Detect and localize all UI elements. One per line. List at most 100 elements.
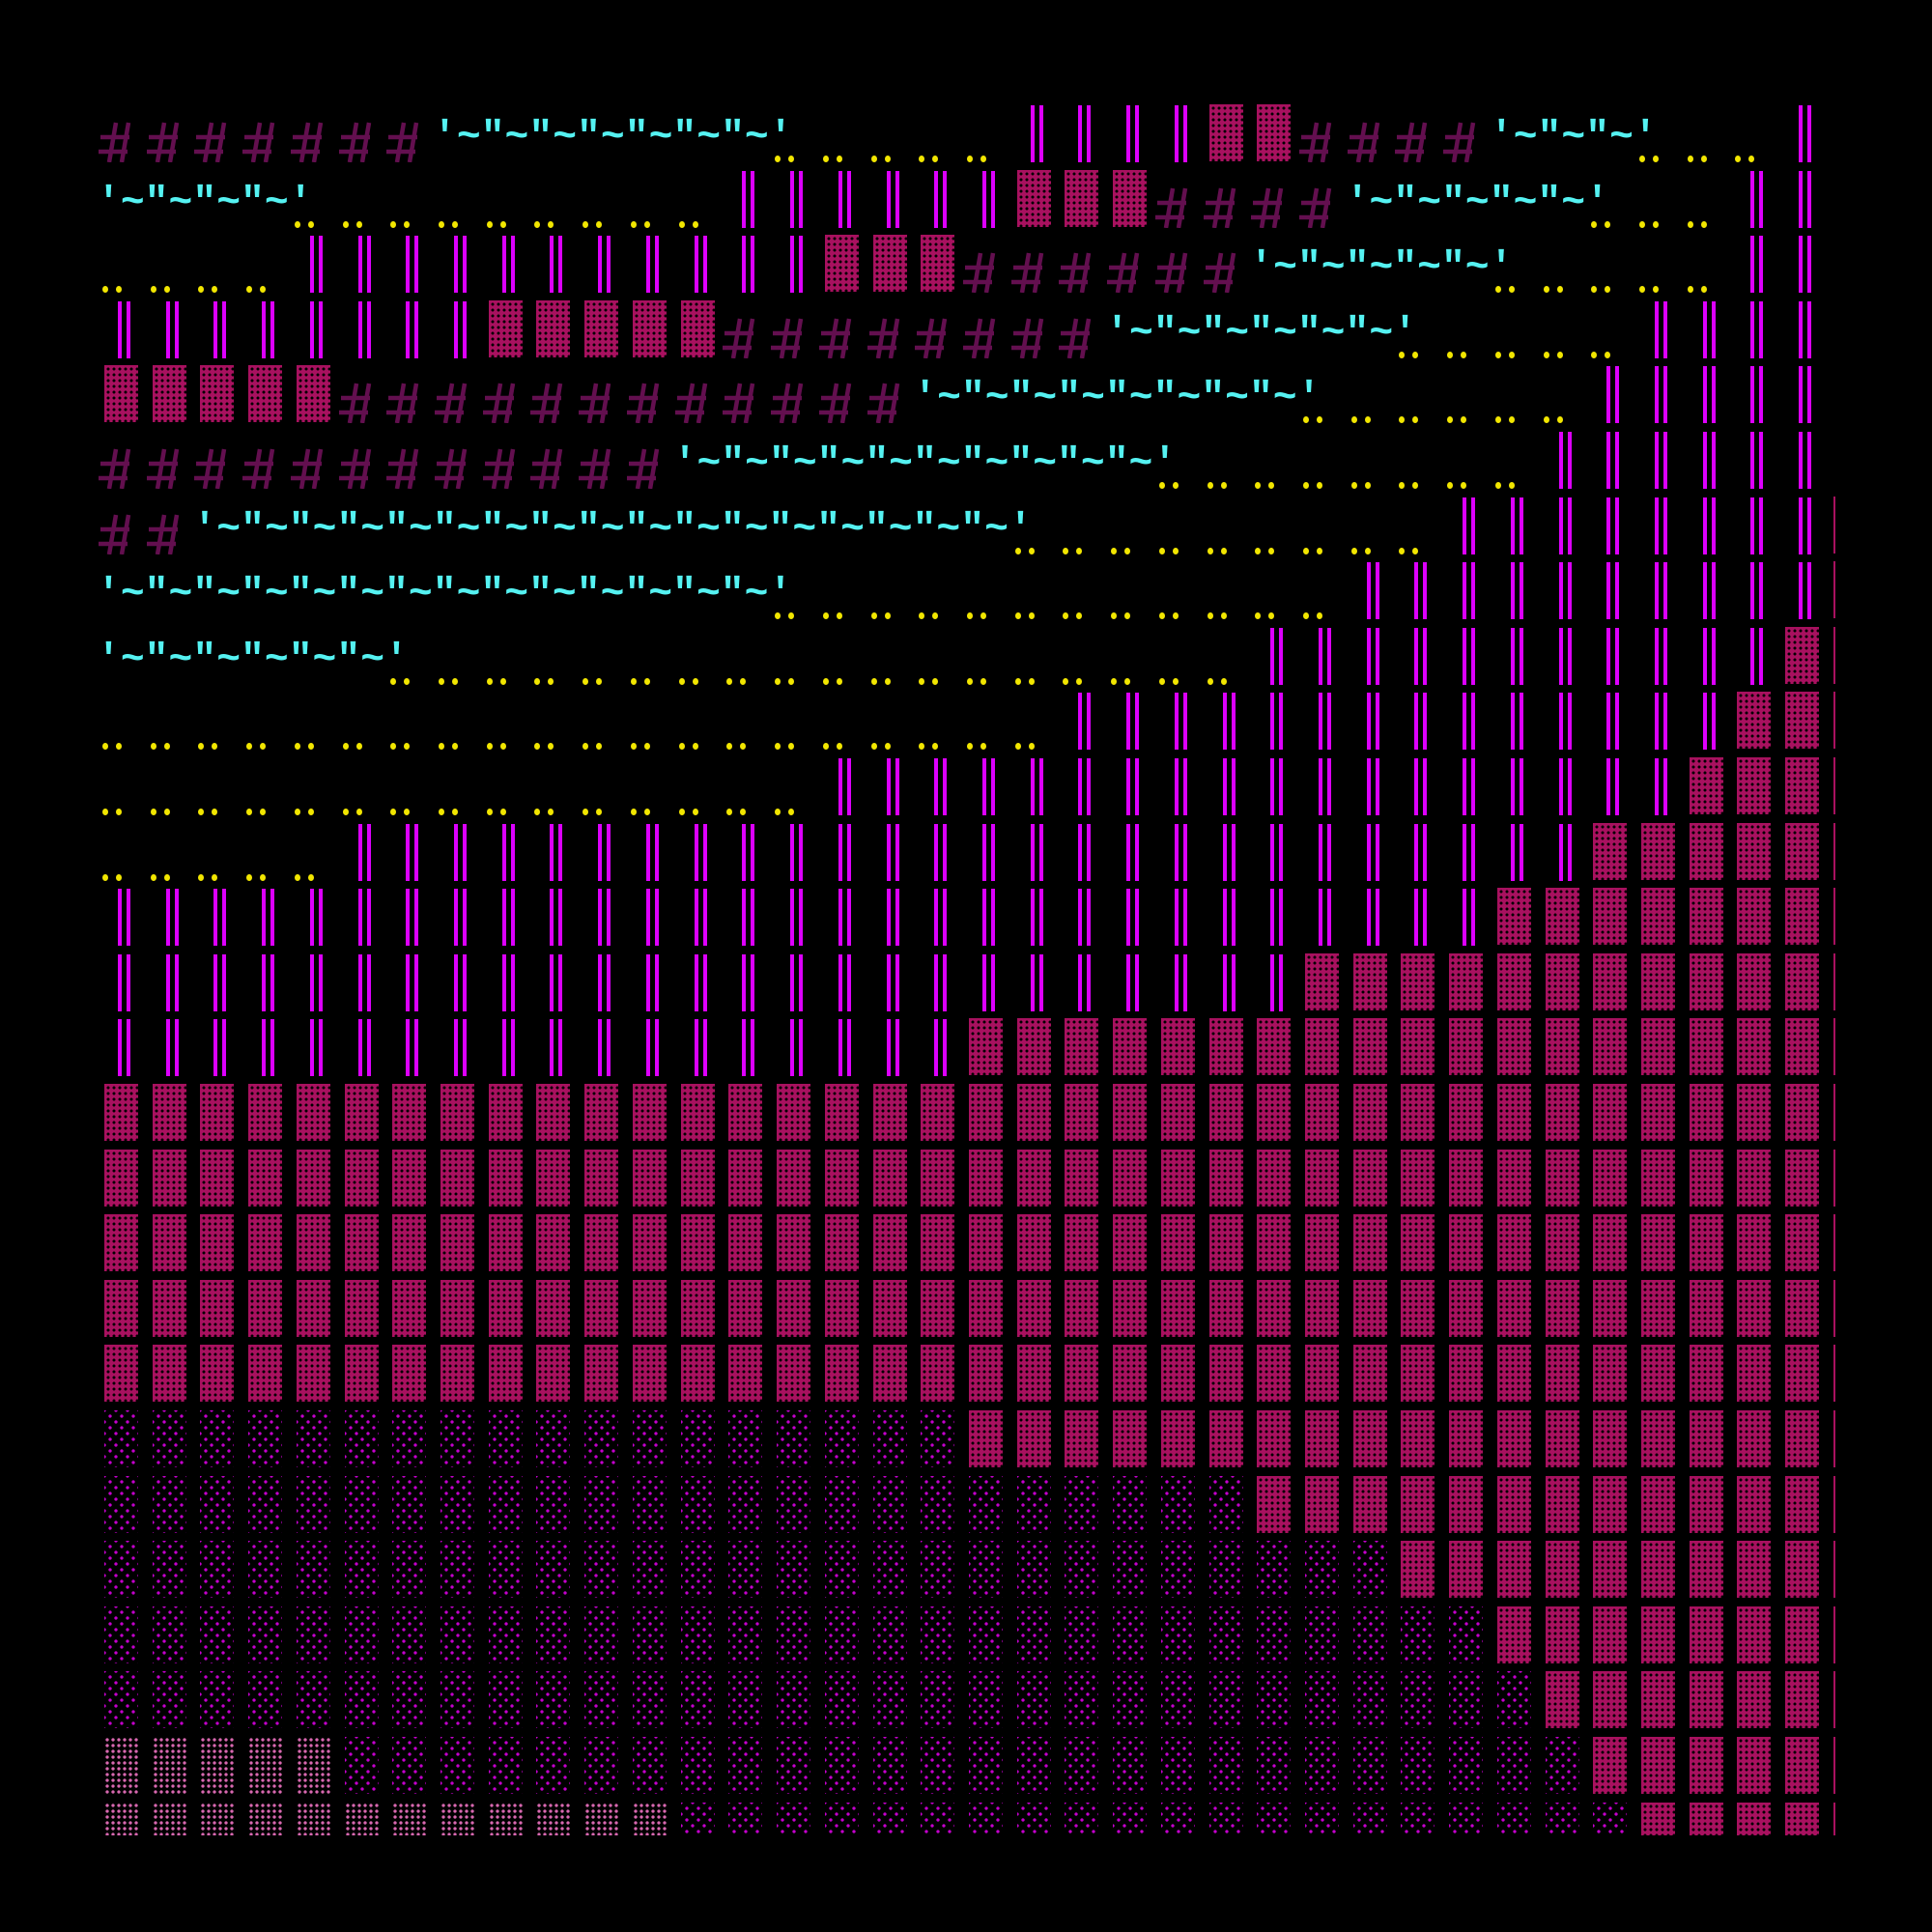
light-shade-block xyxy=(1009,1599,1058,1664)
shade-fill xyxy=(872,1737,907,1794)
bar-stroke xyxy=(1222,823,1227,881)
dot xyxy=(1303,547,1309,554)
dark-shade-block xyxy=(1826,815,1835,881)
shade-fill xyxy=(1065,1214,1099,1272)
bar-stroke xyxy=(1615,497,1620,554)
dot xyxy=(582,809,589,815)
shade-fill xyxy=(872,235,907,293)
double-bar-glyph xyxy=(769,946,817,1011)
shade-fill xyxy=(1113,1541,1148,1599)
dot xyxy=(692,677,698,685)
dot xyxy=(966,156,973,162)
bar-stroke xyxy=(607,823,611,881)
shade-fill xyxy=(200,1737,235,1794)
dot xyxy=(1748,156,1755,162)
hash-stroke xyxy=(408,122,419,162)
hash-stroke xyxy=(215,122,227,162)
shade-fill xyxy=(1785,1605,1820,1663)
hash-icon xyxy=(818,384,852,424)
hash-stroke xyxy=(1211,187,1223,228)
light-shade-block xyxy=(241,1468,289,1534)
shade-fill xyxy=(872,1084,907,1141)
dots-glyph xyxy=(481,162,529,228)
dot xyxy=(1700,220,1707,228)
shade-fill xyxy=(1833,692,1835,750)
bar-stroke xyxy=(1087,953,1092,1011)
bar-stroke xyxy=(1655,758,1660,815)
dot xyxy=(212,873,218,881)
bar-stroke xyxy=(309,300,314,358)
light-shade-block xyxy=(528,1468,577,1534)
dot xyxy=(1350,547,1357,554)
hash-icon xyxy=(723,318,755,358)
bar-stroke xyxy=(1135,105,1140,162)
double-bar-glyph xyxy=(1585,750,1634,815)
dot xyxy=(246,873,253,881)
dots-glyph xyxy=(1538,357,1586,424)
shade-fill xyxy=(1496,1018,1531,1076)
hash-glyph xyxy=(769,293,817,358)
dot xyxy=(1076,612,1083,620)
light-shade-block xyxy=(866,1795,914,1835)
shade-fill xyxy=(1305,1737,1339,1794)
shade-fill xyxy=(1305,1802,1339,1835)
dot xyxy=(260,809,267,815)
bar-stroke xyxy=(1750,366,1755,424)
double-bar-glyph xyxy=(145,880,193,947)
shade-fill xyxy=(1208,1737,1243,1794)
hash-stroke xyxy=(106,122,119,162)
shade-fill xyxy=(1641,952,1676,1010)
double-bar-glyph xyxy=(1202,750,1250,815)
shade-fill xyxy=(1449,1605,1484,1663)
hash-stroke xyxy=(1080,252,1092,294)
shade-fill xyxy=(1113,1737,1148,1794)
double-bar-glyph xyxy=(241,946,289,1011)
hash-icon xyxy=(338,384,371,424)
dark-shade-block xyxy=(1826,1272,1835,1338)
hash-icon xyxy=(962,252,996,294)
dots-glyph xyxy=(769,554,817,620)
hash-stroke xyxy=(442,448,455,489)
bar-stroke xyxy=(1567,562,1572,620)
bar-stroke xyxy=(366,823,371,881)
bar-stroke xyxy=(846,170,851,228)
dot xyxy=(307,809,314,815)
dot xyxy=(678,743,685,751)
shade-fill xyxy=(1305,1149,1339,1207)
light-shade-block xyxy=(625,1533,673,1599)
dot xyxy=(1653,156,1660,162)
double-bar-glyph xyxy=(866,162,914,228)
dot xyxy=(1687,286,1693,294)
double-bar-glyph xyxy=(1682,293,1730,358)
light-shade-block xyxy=(577,1403,625,1468)
shade-fill xyxy=(1016,1802,1051,1835)
shade-fill xyxy=(1305,1541,1339,1599)
hash-stroke xyxy=(106,448,119,489)
shade-fill xyxy=(728,1345,763,1403)
dot xyxy=(1317,482,1322,489)
bar-stroke xyxy=(463,300,468,358)
bar-stroke xyxy=(1279,889,1284,947)
double-bar-glyph xyxy=(1538,815,1586,881)
light-shade-block xyxy=(1009,1533,1058,1599)
bar-stroke xyxy=(1182,105,1187,162)
light-shade-block xyxy=(384,1533,433,1599)
bar-stroke xyxy=(838,823,842,881)
dots-glyph xyxy=(1490,227,1538,294)
cyan-glyph-run: '~"~"~"~"~"~"~"~"~"~' xyxy=(672,442,1178,487)
bar-stroke xyxy=(1231,693,1236,751)
dot xyxy=(884,156,891,162)
shade-fill xyxy=(536,299,571,357)
dark-shade-block xyxy=(1777,815,1826,881)
dark-shade-block xyxy=(1202,1337,1250,1403)
bar-stroke xyxy=(1222,758,1227,815)
double-bar-glyph xyxy=(866,1010,914,1077)
bar-stroke xyxy=(1606,693,1611,751)
bar-stroke xyxy=(550,889,554,947)
shade-fill xyxy=(968,1605,1003,1663)
double-bar-glyph xyxy=(961,815,1009,881)
dot xyxy=(1124,677,1131,685)
dark-shade-block xyxy=(769,1142,817,1208)
hash-stroke xyxy=(311,122,324,162)
bar-stroke xyxy=(463,889,468,947)
